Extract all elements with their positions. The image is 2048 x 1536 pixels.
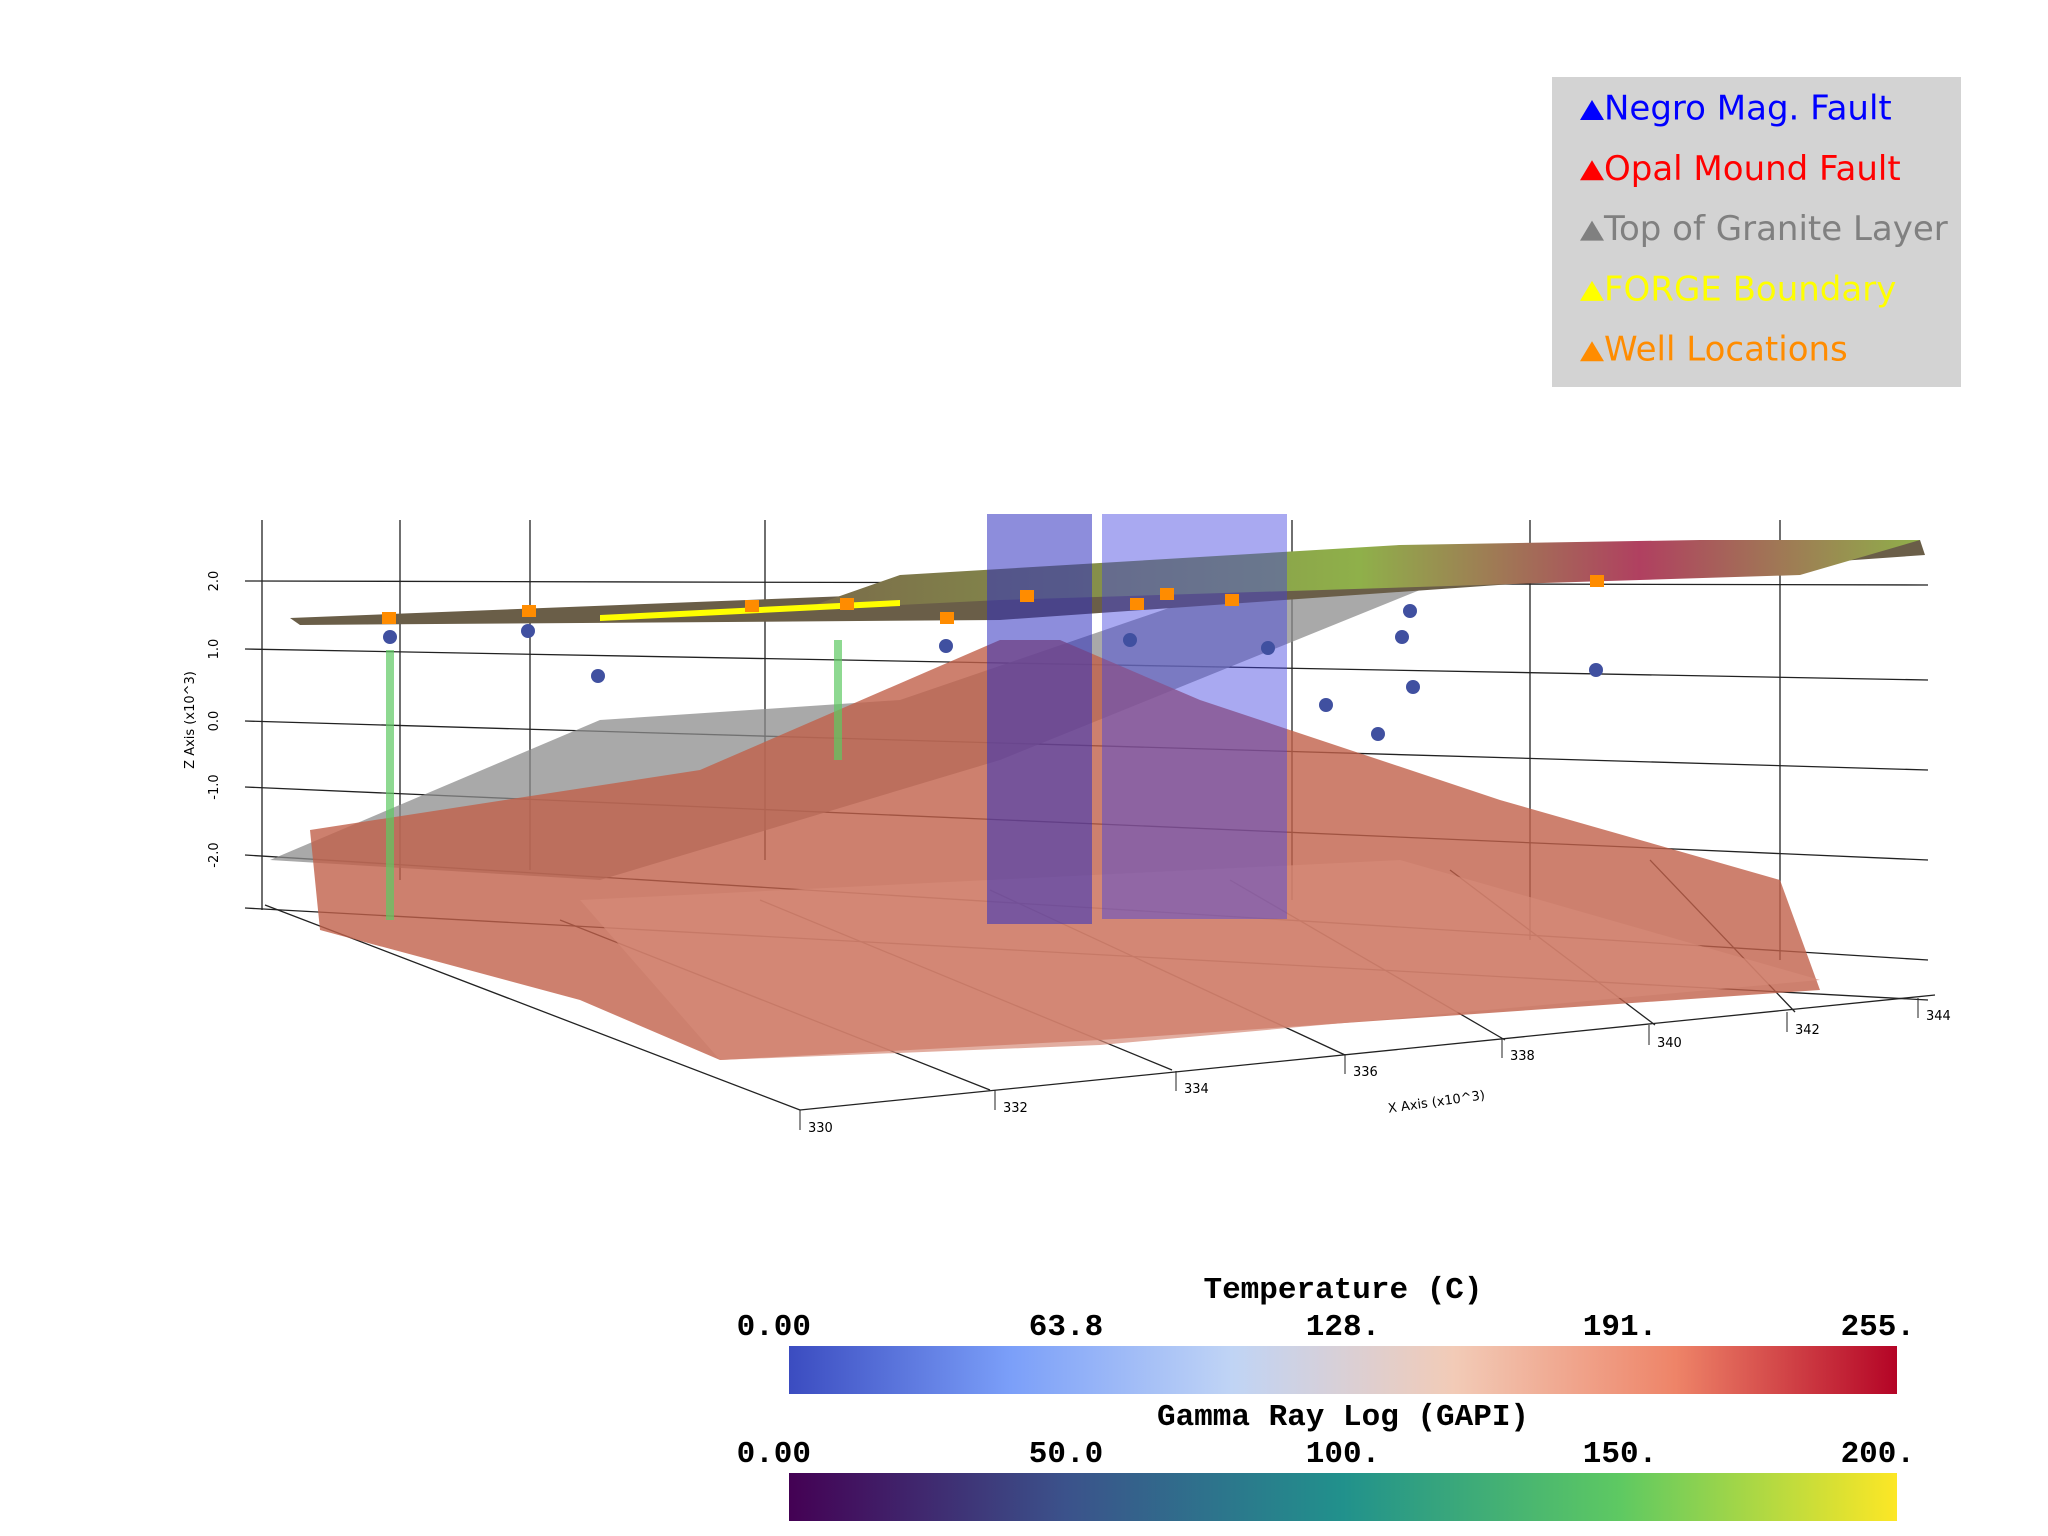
- temperature-points: [383, 604, 1603, 741]
- negro-mag-fault: [987, 514, 1092, 924]
- colorbar-tick-label: 150.: [1583, 1437, 1657, 1472]
- legend-marker: [1580, 160, 1604, 181]
- well-locations: [382, 575, 1604, 624]
- colorbar-tick-label: 200.: [1841, 1437, 1915, 1472]
- z-axis-label: Z Axis (x10^3): [183, 671, 198, 769]
- colorbar-tick-label: 0.00: [737, 1310, 811, 1345]
- legend-box: [1552, 77, 1961, 387]
- colorbar: [789, 1346, 1897, 1394]
- x-tick-label: 344: [1926, 1009, 1951, 1024]
- colorbar-tick-label: 100.: [1306, 1437, 1380, 1472]
- gamma-ray-well: [386, 650, 394, 920]
- colorbar-title: Temperature (C): [1203, 1273, 1482, 1308]
- temperature-volume-base: [580, 860, 1820, 1060]
- legend-label: Opal Mound Fault: [1604, 149, 1901, 189]
- z-tick-label: -1.0: [207, 774, 222, 799]
- legend-label: Well Locations: [1604, 330, 1848, 370]
- gamma-ray-well: [834, 640, 842, 760]
- z-axis: Z Axis (x10^3): [183, 671, 198, 769]
- colorbar-tick-label: 0.00: [737, 1437, 811, 1472]
- colorbar-tick-label: 128.: [1306, 1310, 1380, 1345]
- x-tick-label: 336: [1353, 1065, 1378, 1080]
- x-axis-label: X Axis (x10^3): [1387, 1088, 1486, 1116]
- legend-label: FORGE Boundary: [1604, 269, 1896, 309]
- z-tick-label: -2.0: [207, 842, 222, 867]
- x-tick-label: 330: [808, 1121, 833, 1136]
- colorbar-tick-label: 50.0: [1029, 1437, 1103, 1472]
- legend-marker: [1580, 220, 1604, 241]
- z-tick-label: 0.0: [207, 711, 222, 732]
- colorbar-title: Gamma Ray Log (GAPI): [1157, 1400, 1529, 1435]
- x-tick-label: 334: [1184, 1082, 1209, 1097]
- colorbar-tick-label: 63.8: [1029, 1310, 1103, 1345]
- legend-marker: [1580, 100, 1604, 120]
- negro-mag-fault: [1102, 514, 1287, 919]
- z-tick-label: 1.0: [207, 639, 222, 660]
- legend-marker: [1580, 280, 1604, 301]
- x-tick-label: 332: [1003, 1101, 1028, 1116]
- z-tick-label: 2.0: [207, 571, 222, 592]
- terrain-edge: [290, 540, 1925, 625]
- x-tick-label: 338: [1510, 1049, 1535, 1064]
- legend: Negro Mag. Fault Opal Mound Fault Top of G…: [1552, 77, 1961, 387]
- x-tick-label: 340: [1657, 1036, 1682, 1051]
- legend-label: Top of Granite Layer: [1603, 209, 1948, 249]
- colorbars: Temperature (C) 0.00 63.8 128. 191. 255. Gamma…: [737, 1273, 1915, 1521]
- legend-label: Negro Mag. Fault: [1604, 89, 1892, 129]
- 3d-scene: Z Axis (x10^3) X Axis (x10^3) 2.0 1.0 0.0 -…: [183, 514, 1951, 1136]
- legend-marker: [1580, 341, 1604, 362]
- x-tick-label: 342: [1795, 1023, 1820, 1038]
- colorbar-tick-label: 191.: [1583, 1310, 1657, 1345]
- colorbar-tick-label: 255.: [1841, 1310, 1915, 1345]
- colorbar: [789, 1473, 1897, 1521]
